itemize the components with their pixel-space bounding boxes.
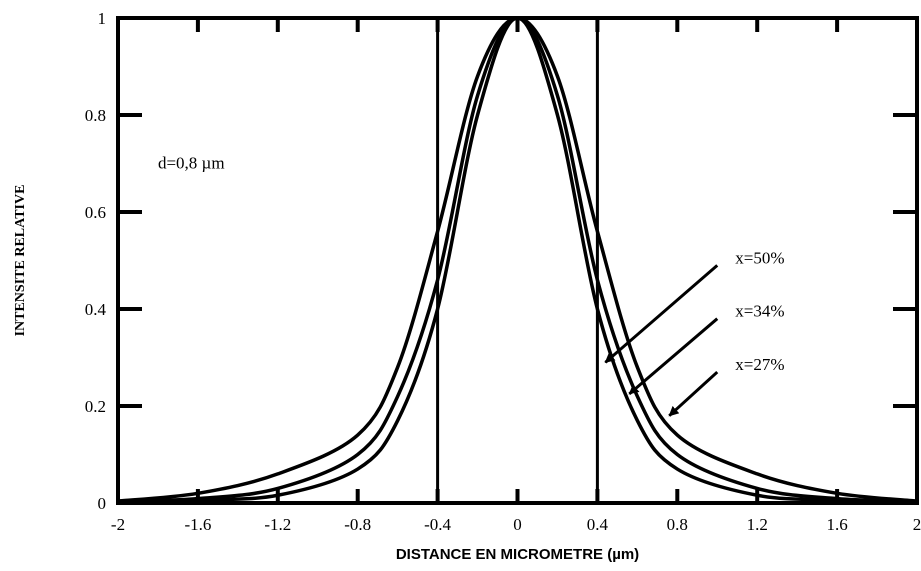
x-tick-label: 0.4	[587, 515, 609, 534]
x-tick-label: -1.6	[184, 515, 211, 534]
series-label: x=34%	[735, 302, 784, 321]
annotation-d-value: d=0,8 µm	[158, 153, 225, 172]
y-axis-title: INTENSITE RELATIVE	[13, 185, 28, 337]
x-tick-label: 2	[913, 515, 921, 534]
y-tick-label: 0.4	[85, 300, 107, 319]
y-tick-label: 0	[98, 494, 107, 513]
x-tick-label: 1.2	[747, 515, 768, 534]
y-tick-label: 0.6	[85, 203, 106, 222]
y-tick-label: 1	[98, 9, 107, 28]
series-curve-0	[117, 16, 918, 504]
x-tick-label: -2	[111, 515, 125, 534]
x-axis-title: DISTANCE EN MICROMETRE (µm)	[396, 546, 639, 563]
series-arrow-2	[668, 370, 719, 417]
series-label: x=50%	[735, 248, 784, 267]
y-tick-label: 0.2	[85, 397, 106, 416]
x-tick-label: 1.6	[826, 515, 847, 534]
series-curve-1	[117, 16, 918, 504]
x-tick-label: 0.8	[667, 515, 688, 534]
x-tick-label: -1.2	[264, 515, 291, 534]
plot-frame	[116, 16, 919, 505]
series-label: x=27%	[735, 355, 784, 374]
series-arrow-1	[628, 317, 719, 396]
x-tick-label: -0.4	[424, 515, 451, 534]
y-tick-label: 0.8	[85, 106, 106, 125]
x-tick-label: -0.8	[344, 515, 371, 534]
x-tick-label: 0	[513, 515, 522, 534]
series-curve-2	[117, 16, 918, 503]
series-arrow-0	[604, 264, 719, 364]
